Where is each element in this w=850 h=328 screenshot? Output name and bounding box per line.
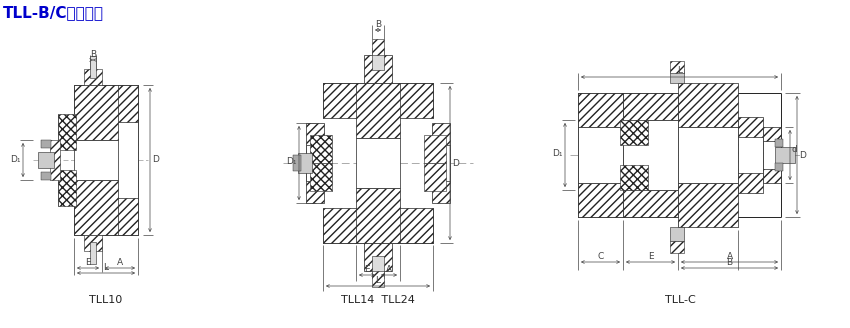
- Bar: [763, 127, 781, 183]
- Bar: [738, 117, 763, 193]
- Bar: [623, 93, 678, 120]
- Text: E: E: [85, 258, 91, 267]
- Bar: [116, 85, 138, 235]
- Bar: [620, 120, 648, 145]
- Bar: [74, 140, 118, 180]
- Bar: [775, 139, 783, 147]
- Text: d: d: [792, 146, 798, 154]
- Bar: [74, 85, 118, 140]
- Bar: [90, 56, 96, 78]
- Text: C: C: [598, 252, 604, 261]
- Text: TLL10: TLL10: [89, 295, 122, 305]
- Text: A: A: [386, 265, 392, 274]
- Bar: [763, 141, 781, 169]
- Bar: [623, 190, 678, 217]
- Bar: [424, 135, 446, 163]
- Bar: [578, 127, 623, 183]
- Bar: [678, 83, 738, 127]
- Bar: [738, 137, 763, 173]
- Bar: [74, 180, 118, 235]
- Bar: [670, 61, 684, 73]
- Bar: [372, 256, 384, 278]
- Bar: [670, 69, 684, 83]
- Bar: [372, 271, 384, 287]
- Bar: [578, 93, 623, 217]
- Bar: [293, 155, 301, 171]
- Bar: [623, 120, 678, 190]
- Bar: [775, 147, 795, 163]
- Bar: [41, 172, 51, 180]
- Text: D: D: [152, 155, 159, 165]
- Bar: [306, 145, 324, 181]
- Text: D: D: [799, 151, 806, 159]
- Bar: [432, 145, 450, 181]
- Bar: [50, 140, 60, 180]
- Bar: [298, 153, 312, 173]
- Bar: [58, 170, 76, 206]
- Text: B: B: [375, 20, 381, 29]
- Text: L: L: [677, 66, 682, 75]
- Text: D₁: D₁: [286, 157, 297, 167]
- Text: D₁: D₁: [10, 154, 21, 163]
- Bar: [678, 183, 738, 227]
- Bar: [424, 163, 446, 191]
- Bar: [775, 163, 783, 171]
- Bar: [620, 165, 648, 190]
- Text: E: E: [648, 252, 654, 261]
- Bar: [323, 83, 433, 118]
- Bar: [38, 152, 54, 168]
- Text: B: B: [90, 50, 96, 59]
- Bar: [578, 183, 623, 217]
- Bar: [90, 242, 96, 264]
- Text: L: L: [104, 263, 109, 272]
- Bar: [310, 135, 332, 163]
- Bar: [364, 55, 392, 85]
- Bar: [116, 122, 138, 198]
- Text: TLL-C: TLL-C: [665, 295, 695, 305]
- Bar: [306, 123, 324, 203]
- Bar: [372, 39, 384, 55]
- Text: L: L: [376, 276, 381, 285]
- Bar: [58, 114, 76, 150]
- Bar: [84, 69, 102, 85]
- Text: A: A: [117, 258, 123, 267]
- Text: E: E: [364, 265, 370, 274]
- Text: D: D: [452, 158, 459, 168]
- Bar: [323, 208, 433, 243]
- Bar: [670, 241, 684, 253]
- Bar: [356, 83, 400, 138]
- Bar: [41, 140, 51, 148]
- Bar: [372, 48, 384, 70]
- Bar: [356, 138, 400, 188]
- Bar: [356, 188, 400, 243]
- Text: D₁: D₁: [552, 150, 563, 158]
- Text: A: A: [727, 252, 733, 261]
- Bar: [310, 163, 332, 191]
- Bar: [578, 93, 623, 127]
- Text: TLL-B/C联轴器型: TLL-B/C联轴器型: [3, 5, 104, 20]
- Bar: [670, 227, 684, 241]
- Bar: [432, 123, 450, 203]
- Bar: [678, 127, 738, 183]
- Bar: [364, 241, 392, 271]
- Text: B: B: [727, 258, 733, 267]
- Bar: [84, 235, 102, 251]
- Text: TLL14  TLL24: TLL14 TLL24: [341, 295, 415, 305]
